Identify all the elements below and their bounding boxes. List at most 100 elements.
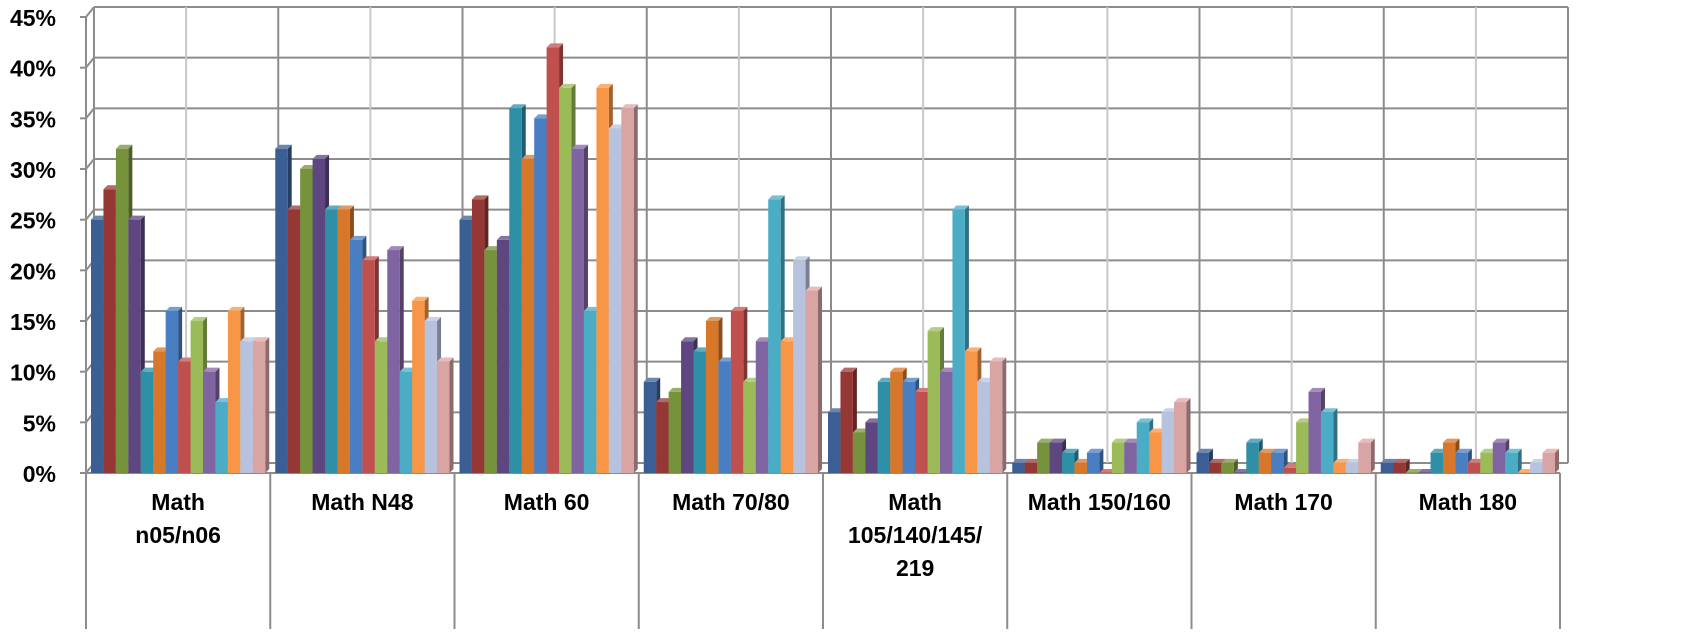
bar-side xyxy=(633,104,638,473)
bar-top xyxy=(1149,428,1166,433)
bar-side xyxy=(818,286,822,473)
bar xyxy=(1024,462,1038,473)
bar xyxy=(780,341,794,473)
bar xyxy=(496,239,510,473)
bar xyxy=(583,310,597,473)
bar xyxy=(828,412,841,473)
bar-top xyxy=(559,83,576,88)
bar-top xyxy=(1358,438,1375,443)
y-tick-label: 15% xyxy=(10,309,56,335)
bar xyxy=(852,432,866,473)
bar-top xyxy=(1221,458,1238,463)
bar xyxy=(621,108,634,473)
bar-top xyxy=(915,387,932,392)
bar xyxy=(989,361,1003,473)
bar-top xyxy=(1320,408,1338,413)
bar-top xyxy=(115,144,133,149)
bar xyxy=(103,189,116,473)
bar xyxy=(387,250,400,473)
bar xyxy=(1049,442,1063,473)
bar-side xyxy=(1186,398,1191,473)
bar xyxy=(1161,412,1175,473)
bar-top xyxy=(890,367,907,372)
bar-top xyxy=(227,306,245,311)
bar-top xyxy=(1517,469,1535,473)
bar xyxy=(534,118,547,473)
bar xyxy=(1208,462,1222,473)
bar-top xyxy=(546,43,564,48)
bar xyxy=(1320,412,1334,473)
bar xyxy=(1345,462,1359,473)
bar xyxy=(128,219,141,473)
bar-top xyxy=(165,306,183,311)
bar xyxy=(952,209,965,474)
x-category-label: Math 105/140/145/219 xyxy=(848,489,983,581)
bar-top xyxy=(1208,458,1226,463)
bar xyxy=(656,402,669,473)
bar-top xyxy=(1542,448,1559,453)
bar-top xyxy=(1233,469,1251,473)
bar-top xyxy=(471,195,489,200)
bar xyxy=(608,128,622,473)
bar-top xyxy=(140,367,158,372)
bar xyxy=(1037,442,1050,473)
bar xyxy=(1271,452,1284,473)
bar-side xyxy=(1370,438,1375,473)
bar xyxy=(1530,462,1543,473)
bar-top xyxy=(1246,438,1263,443)
bar-top xyxy=(1467,458,1485,463)
bar xyxy=(312,158,326,473)
x-category-label: Math N48 xyxy=(311,489,413,515)
bar-top xyxy=(1136,418,1154,423)
bar xyxy=(1012,462,1025,473)
bar-top xyxy=(1505,448,1522,453)
bar-top xyxy=(128,215,145,220)
bar-top xyxy=(1111,438,1129,443)
bar-top xyxy=(977,377,994,382)
bar xyxy=(115,148,129,473)
bar-top xyxy=(1455,448,1472,453)
bar xyxy=(1442,442,1456,473)
y-tick-label: 0% xyxy=(23,461,56,487)
bar xyxy=(768,199,781,473)
bar-top xyxy=(964,347,982,352)
bar-top xyxy=(287,205,305,210)
bar xyxy=(1308,391,1321,473)
bar xyxy=(337,209,350,474)
y-grid-side-line xyxy=(85,107,95,119)
bar xyxy=(1086,452,1100,473)
bar xyxy=(1174,402,1187,473)
y-grid-side-line xyxy=(85,209,95,221)
bar-top xyxy=(656,398,673,403)
bar-top xyxy=(153,347,170,352)
bar-top xyxy=(399,367,417,372)
bar-top xyxy=(805,286,822,291)
y-tick-label: 35% xyxy=(10,106,56,132)
bar-top xyxy=(608,124,626,129)
bar xyxy=(546,47,560,474)
bar xyxy=(1480,452,1493,473)
bar-top xyxy=(902,377,920,382)
bar-top xyxy=(215,398,232,403)
bar xyxy=(240,341,253,473)
bar-top xyxy=(437,357,454,362)
bar xyxy=(190,321,204,473)
bar-top xyxy=(1271,448,1288,453)
bar-top xyxy=(1258,448,1276,453)
bar-top xyxy=(1530,458,1547,463)
bar-top xyxy=(927,327,945,332)
bar xyxy=(890,371,903,473)
bar xyxy=(840,371,853,473)
bar xyxy=(755,341,769,473)
bar-top xyxy=(1196,448,1213,453)
bar xyxy=(1455,452,1468,473)
bar xyxy=(977,381,990,473)
bar-top xyxy=(412,296,429,301)
bar xyxy=(877,381,891,473)
bar-top xyxy=(509,104,526,109)
bar xyxy=(1517,472,1531,473)
bar-side xyxy=(1555,448,1559,473)
bar xyxy=(412,300,425,473)
bar-top xyxy=(621,104,638,109)
